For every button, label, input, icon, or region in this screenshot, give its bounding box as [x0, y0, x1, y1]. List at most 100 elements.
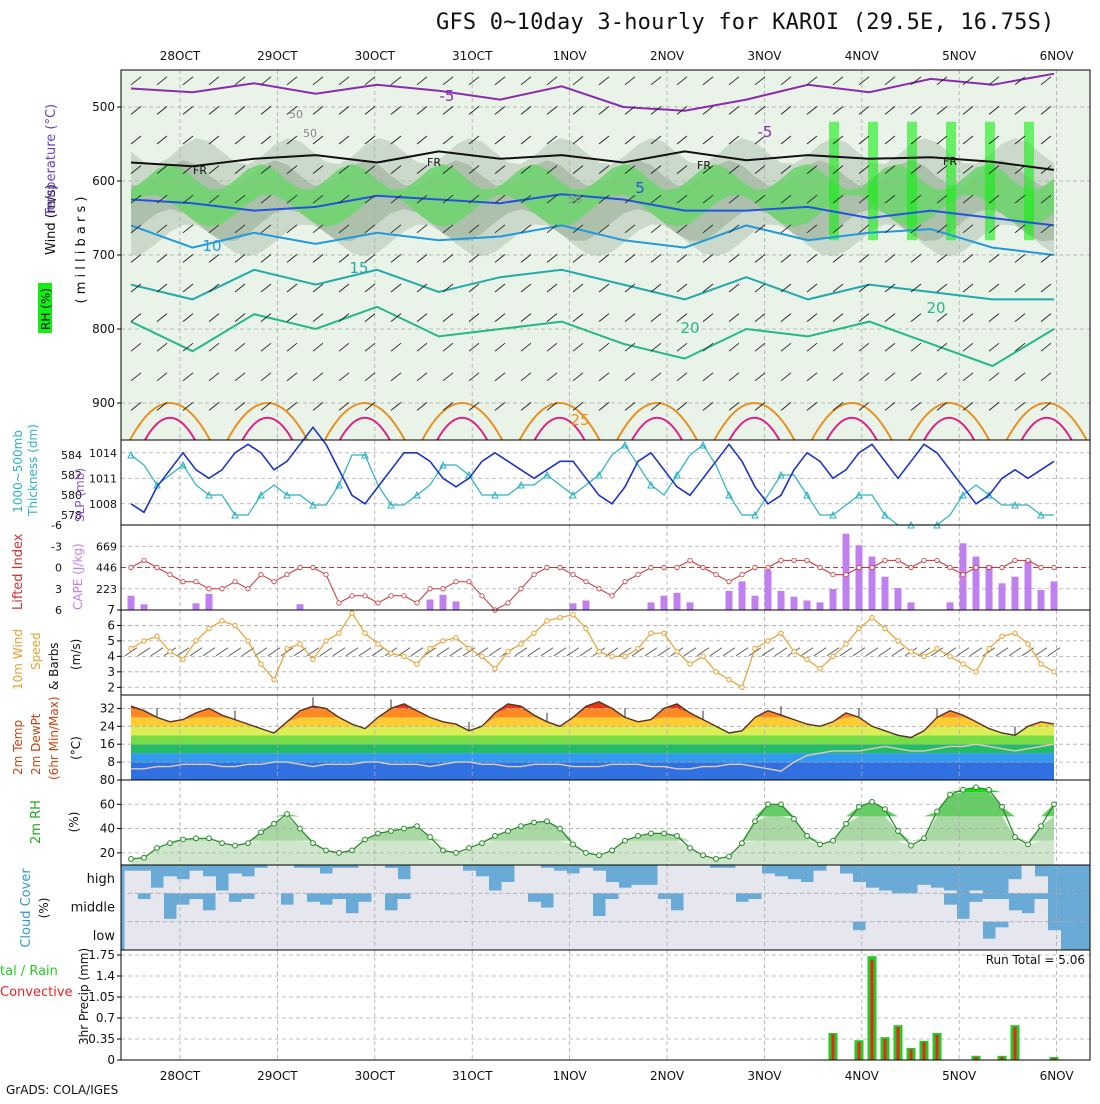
wind-barb: [988, 224, 1000, 234]
cloud-cell-middle: [189, 899, 203, 922]
temp-band: [131, 726, 1054, 738]
day-label-top: 31OCT: [452, 49, 493, 63]
temp2m-panel: 8 16 24 32 2m Temp 2m DewPt (6hr Min/Max) (°C): [11, 695, 1090, 780]
rh2m-point: [180, 836, 186, 843]
wind-barb: [832, 106, 844, 115]
thickness-point: [1011, 500, 1019, 509]
ylabel-cloud: Cloud Cover: [19, 868, 34, 948]
wind-barb: [494, 402, 506, 411]
thickness-tick-label: 578: [61, 509, 82, 522]
isotherm-label: 10: [202, 237, 221, 255]
wind-barb: [286, 106, 298, 115]
cloud-cell-high: [553, 870, 567, 894]
wind-barb: [260, 402, 272, 411]
precip-convective-bar: [909, 1049, 913, 1060]
isotherm-label: FR: [193, 164, 207, 177]
cape-bar: [881, 576, 889, 610]
cloud-cell-low: [423, 921, 437, 950]
wind-barb: [416, 224, 428, 234]
lifted-index-point: [310, 564, 316, 571]
wind-barb: [546, 313, 558, 322]
lifted-index-point: [856, 564, 862, 571]
day-label-top: 6NOV: [1040, 49, 1075, 63]
wind-barb: [208, 224, 220, 234]
rh2m-point: [986, 786, 992, 793]
rh2m-point: [518, 823, 524, 830]
rh2m-point: [492, 832, 498, 839]
wind-barb: [156, 194, 168, 204]
lifted-index-point: [180, 579, 186, 585]
wind-speed-point: [258, 661, 264, 667]
wind-barb: [806, 402, 818, 411]
wind-barb: [676, 76, 688, 86]
wind-barb: [468, 224, 480, 234]
cape-bar: [1050, 581, 1058, 610]
cape-bar: [985, 565, 993, 610]
isotherm-hot-arc: [923, 416, 976, 441]
wind-barb: [1014, 106, 1026, 115]
wind-barb: [1040, 76, 1052, 86]
wind-barb: [416, 313, 428, 322]
wind-barb: [1014, 254, 1026, 263]
cloud-cell-low: [527, 921, 541, 950]
wind-barb: [364, 106, 376, 115]
cloud-cell-middle: [891, 893, 905, 922]
lifted-index-point: [440, 586, 446, 592]
lifted-index-point: [804, 557, 810, 564]
isotherm-label: 15: [349, 259, 368, 277]
cloud-level-label: low: [93, 929, 116, 944]
ylabel-temp2m-a: 2m Temp: [11, 720, 25, 775]
wind-speed-point: [232, 622, 238, 629]
wind-barb: [442, 76, 454, 86]
wind-barb: [936, 194, 948, 204]
wind-barb: [338, 342, 350, 352]
wind-barb-10m: [176, 647, 190, 657]
wind-barb: [806, 165, 818, 174]
wind-barb: [884, 283, 896, 293]
wind-barb: [312, 402, 324, 411]
cape-tick-label: 446: [96, 562, 117, 575]
wind-barb: [936, 283, 948, 293]
wind-barb: [962, 165, 974, 174]
wind-barb-10m: [202, 647, 216, 657]
wind-barb: [910, 402, 922, 411]
precip-frame: [120, 949, 1091, 1061]
isotherm-label: 5: [635, 179, 645, 197]
wind-barb: [1014, 402, 1026, 411]
rh2m-point: [583, 849, 589, 856]
temp-tick-label: 32: [100, 701, 115, 715]
lifted-index-point: [908, 564, 914, 571]
wind-speed-point: [128, 645, 134, 652]
wind-speed-point: [505, 649, 511, 655]
wind-barb: [182, 76, 194, 86]
wind-barb: [546, 283, 558, 293]
wind-barb: [494, 283, 506, 293]
cape-bar: [452, 601, 460, 610]
rh2m-point: [1051, 801, 1057, 808]
cloud-cell-middle: [423, 893, 437, 922]
rh2m-point: [999, 803, 1005, 810]
wind-barb: [156, 76, 168, 86]
wind-barb: [1040, 165, 1052, 174]
cape-bar: [764, 569, 772, 610]
isotherm-label: 20: [680, 319, 699, 337]
thickness-slp-panel: 1008 1011 1014 578 580 582 584 1000~500mb Thickn…: [11, 424, 1090, 529]
wind-barb: [780, 194, 792, 204]
precip-convective-bar: [1052, 1058, 1056, 1060]
wind-barb: [962, 76, 974, 86]
wind-barb: [754, 402, 766, 411]
wind-barb: [442, 402, 454, 411]
rh2m-point: [414, 823, 420, 830]
wind-tick-label: 4: [107, 649, 115, 663]
wind-barb: [572, 254, 584, 263]
wind-barb-10m: [423, 647, 437, 657]
cloud-cell-middle: [293, 893, 307, 922]
lifted-index-point: [739, 571, 745, 578]
wind-barb: [650, 165, 662, 174]
lifted-index-point: [466, 579, 472, 585]
cloud-cell-middle: [644, 893, 658, 922]
cloud-cell-middle: [787, 893, 801, 922]
wind-barb-10m: [189, 647, 203, 657]
cape-bar: [140, 604, 148, 610]
cloud-cell-low: [722, 921, 736, 950]
